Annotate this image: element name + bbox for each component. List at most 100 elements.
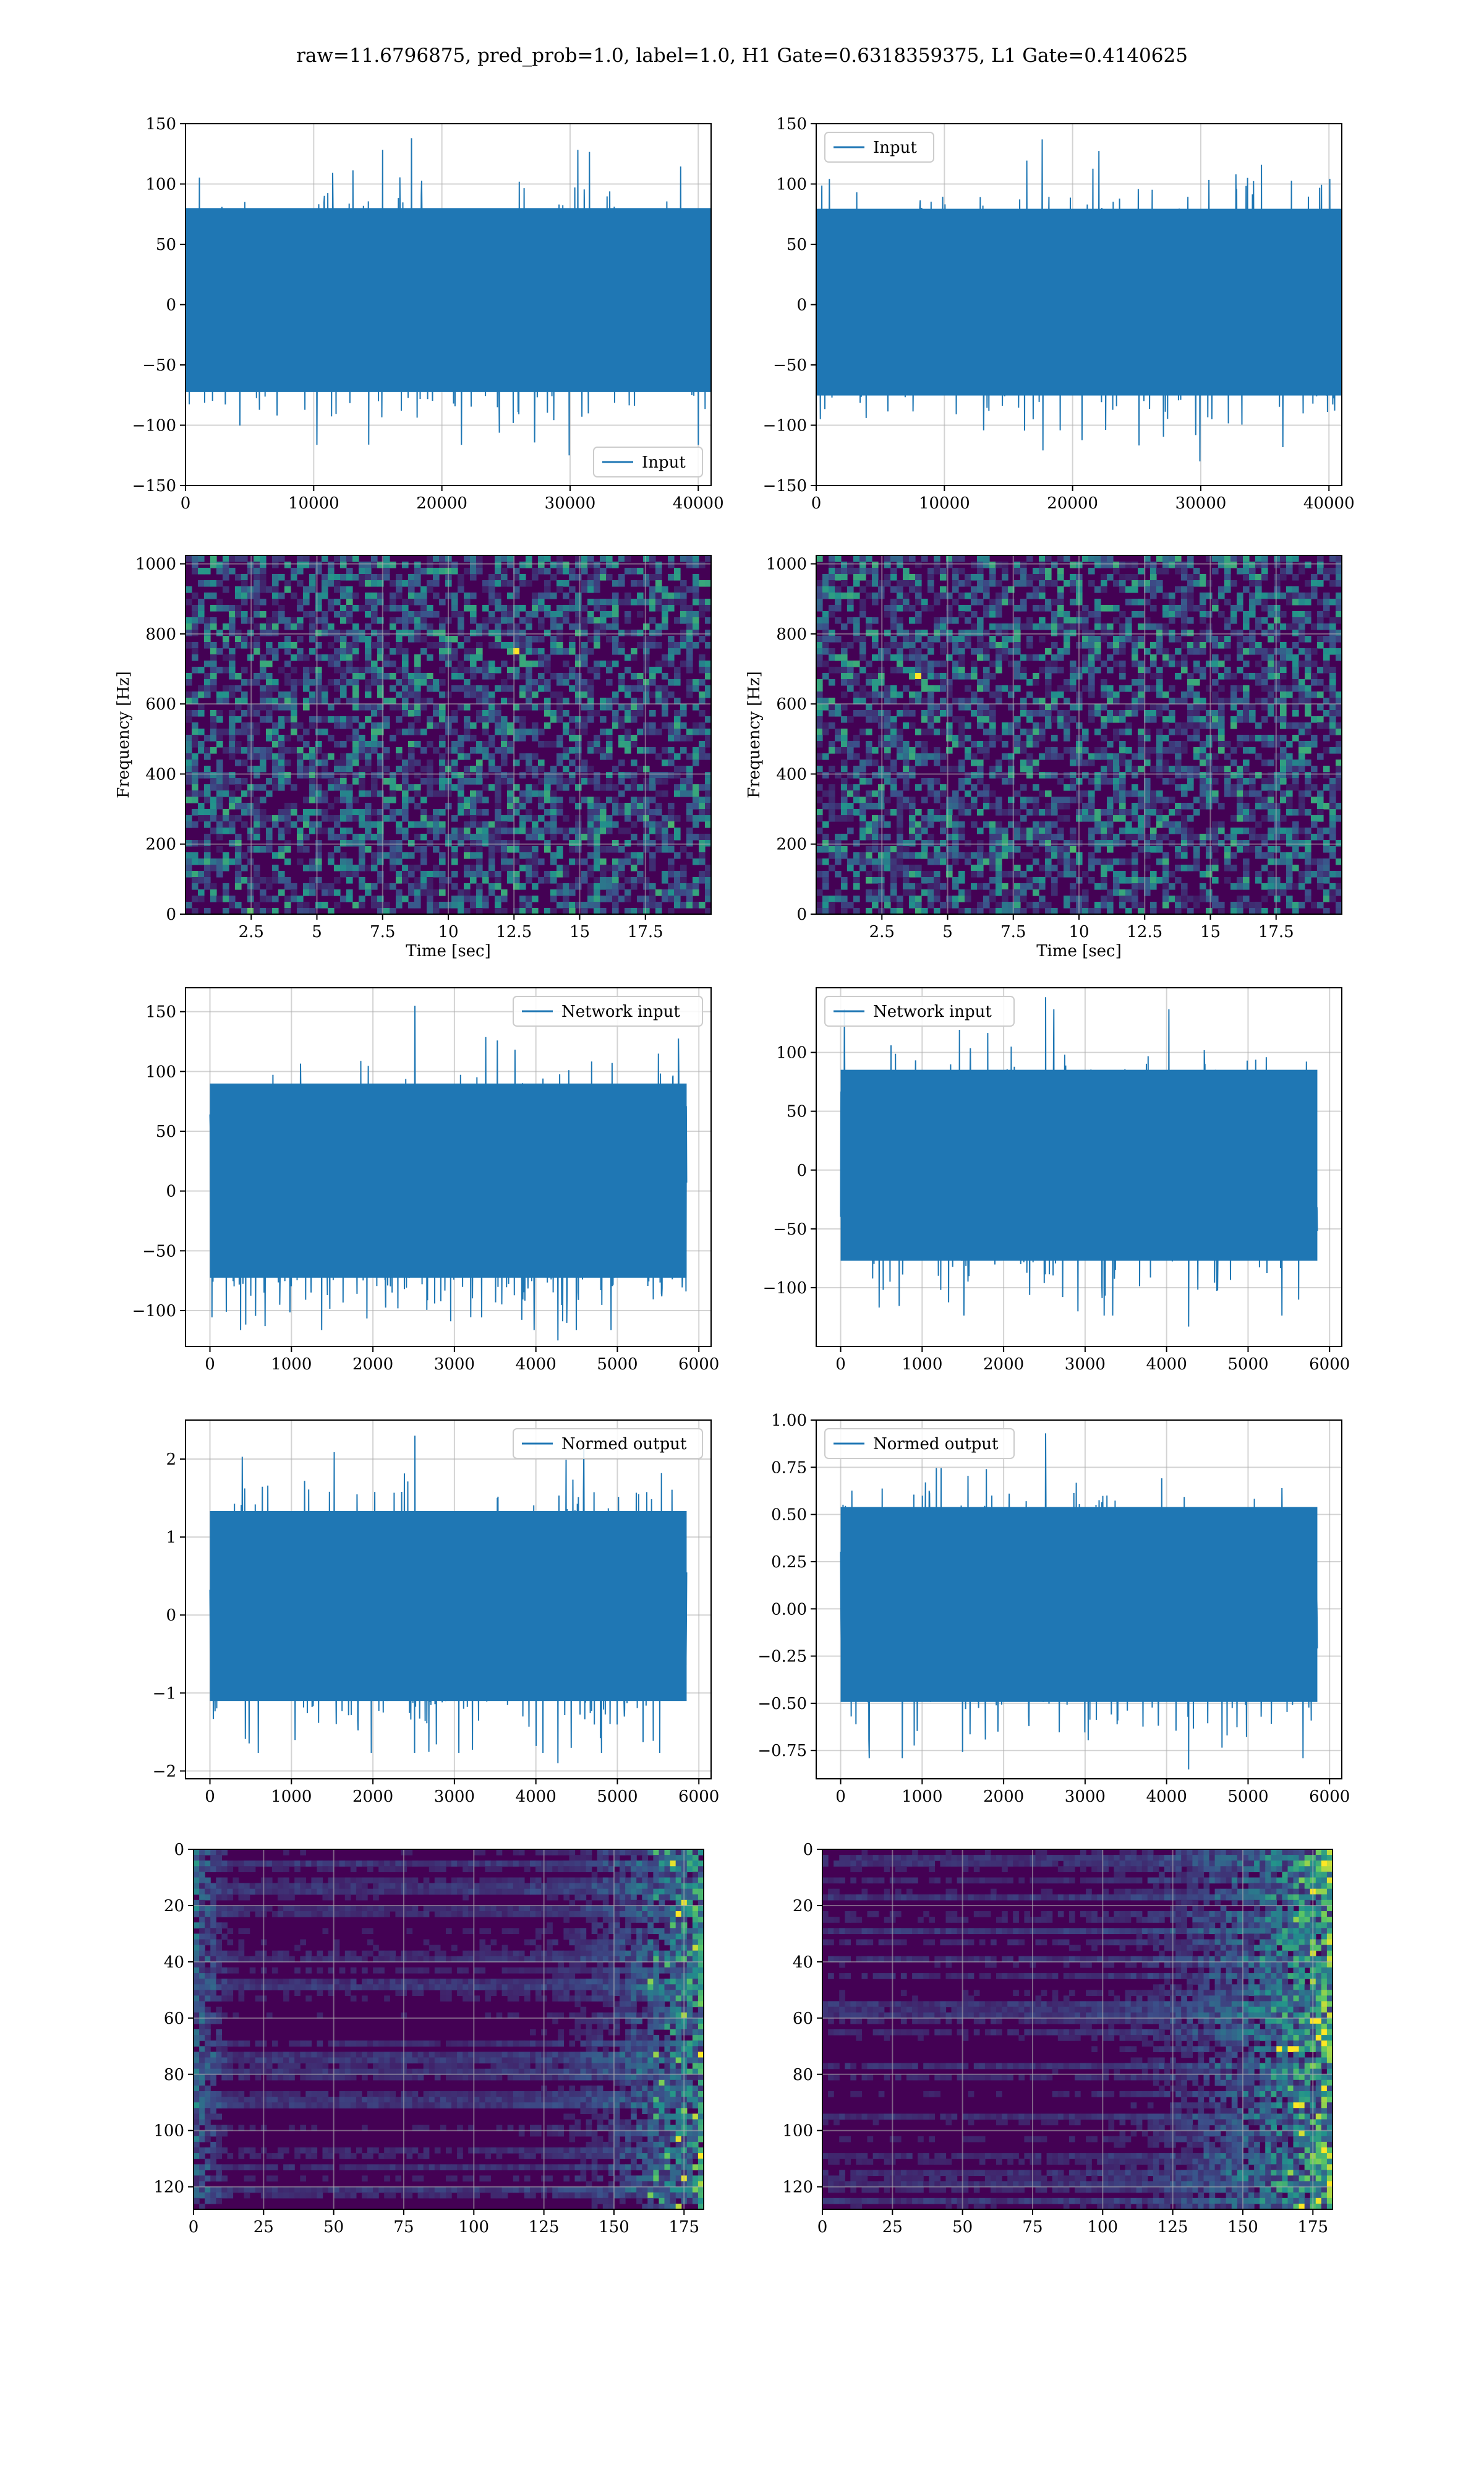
heatmap-cell bbox=[322, 580, 328, 587]
heatmap-cell bbox=[526, 642, 532, 649]
heatmap-cell bbox=[1193, 704, 1200, 711]
heatmap-cell bbox=[390, 562, 396, 568]
heatmap-cell bbox=[186, 555, 192, 562]
heatmap-cell bbox=[569, 908, 576, 915]
heatmap-cell bbox=[822, 586, 829, 593]
heatmap-cell bbox=[643, 648, 650, 655]
heatmap-cell bbox=[192, 648, 198, 655]
heatmap-cell bbox=[556, 889, 563, 896]
heatmap-cell bbox=[705, 797, 712, 803]
heatmap-cell bbox=[606, 729, 613, 735]
heatmap-cell bbox=[291, 889, 297, 896]
heatmap-cell bbox=[866, 623, 872, 630]
heatmap-cell bbox=[439, 617, 446, 624]
heatmap-cell bbox=[958, 648, 965, 655]
heatmap-cell bbox=[229, 803, 236, 810]
heatmap-cell bbox=[223, 889, 229, 896]
heatmap-cell bbox=[1311, 691, 1318, 698]
heatmap-cell bbox=[965, 753, 971, 760]
heatmap-cell bbox=[1169, 797, 1175, 803]
heatmap-cell bbox=[532, 636, 539, 643]
heatmap-cells bbox=[816, 555, 1342, 915]
heatmap-cell bbox=[1094, 784, 1101, 791]
heatmap-cell bbox=[556, 809, 563, 816]
heatmap-cell bbox=[606, 599, 613, 606]
heatmap-cell bbox=[637, 747, 644, 754]
heatmap-cell bbox=[1274, 661, 1281, 667]
heatmap-cell bbox=[284, 858, 291, 865]
heatmap-cell bbox=[581, 586, 588, 593]
heatmap-cell bbox=[322, 574, 328, 581]
heatmap-cell bbox=[1193, 722, 1200, 729]
heatmap-cell bbox=[1101, 661, 1107, 667]
heatmap-cell bbox=[192, 778, 198, 785]
heatmap-cell bbox=[612, 611, 619, 618]
heatmap-cell bbox=[1237, 766, 1243, 773]
heatmap-cell bbox=[284, 877, 291, 884]
heatmap-cell bbox=[674, 673, 681, 680]
heatmap-cell bbox=[346, 803, 353, 810]
heatmap-cell bbox=[1175, 753, 1182, 760]
heatmap-cell bbox=[495, 636, 501, 643]
heatmap-cell bbox=[643, 797, 650, 803]
heatmap-cell bbox=[1064, 716, 1070, 723]
heatmap-cell bbox=[377, 877, 384, 884]
heatmap-cell bbox=[1243, 691, 1250, 698]
heatmap-cell bbox=[958, 809, 965, 816]
heatmap-cell bbox=[649, 778, 656, 785]
heatmap-cell bbox=[909, 636, 916, 643]
heatmap-cell bbox=[822, 821, 829, 828]
heatmap-cell bbox=[458, 828, 464, 834]
heatmap-cell bbox=[909, 574, 916, 581]
heatmap-cell bbox=[556, 673, 563, 680]
heatmap-cell bbox=[1020, 815, 1027, 822]
heatmap-cell bbox=[841, 667, 848, 674]
heatmap-cell bbox=[532, 883, 539, 890]
heatmap-cell bbox=[971, 599, 978, 606]
heatmap-cell bbox=[322, 716, 328, 723]
heatmap-cell bbox=[371, 605, 378, 612]
heatmap-cell bbox=[272, 623, 279, 630]
heatmap-cell bbox=[229, 691, 236, 698]
heatmap-cell bbox=[1144, 815, 1151, 822]
heatmap-cell bbox=[1181, 741, 1188, 748]
y-tick-label: 600 bbox=[145, 695, 176, 714]
heatmap-cell bbox=[229, 568, 236, 575]
heatmap-cell bbox=[1175, 636, 1182, 643]
heatmap-cell bbox=[556, 704, 563, 711]
heatmap-cell bbox=[853, 809, 860, 816]
heatmap-cell bbox=[371, 747, 378, 754]
heatmap-cell bbox=[1243, 611, 1250, 618]
heatmap-cell bbox=[1336, 630, 1342, 636]
heatmap-cell bbox=[897, 821, 903, 828]
heatmap-cell bbox=[699, 580, 706, 587]
heatmap-cell bbox=[272, 593, 279, 599]
heatmap-cell bbox=[563, 673, 569, 680]
x-tick-label: 7.5 bbox=[370, 923, 395, 941]
heatmap-cell bbox=[328, 784, 335, 791]
heatmap-cell bbox=[223, 729, 229, 735]
heatmap-cell bbox=[872, 716, 879, 723]
heatmap-cell bbox=[1224, 555, 1231, 562]
heatmap-cell bbox=[408, 797, 415, 803]
heatmap-cell bbox=[1144, 716, 1151, 723]
heatmap-cell bbox=[501, 821, 508, 828]
heatmap-cell bbox=[1200, 599, 1206, 606]
heatmap-cell bbox=[334, 586, 341, 593]
heatmap-cell bbox=[1317, 722, 1324, 729]
heatmap-cell bbox=[1317, 562, 1324, 568]
heatmap-cell bbox=[1150, 654, 1157, 661]
heatmap-cell bbox=[1113, 617, 1120, 624]
heatmap-cell bbox=[575, 821, 582, 828]
heatmap-cell bbox=[408, 580, 415, 587]
heatmap-cell bbox=[223, 784, 229, 791]
heatmap-cell bbox=[507, 803, 514, 810]
heatmap-cell bbox=[1212, 599, 1219, 606]
heatmap-cell bbox=[1045, 623, 1052, 630]
heatmap-cell bbox=[1125, 586, 1132, 593]
heatmap-cell bbox=[1051, 599, 1058, 606]
heatmap-cell bbox=[556, 710, 563, 717]
heatmap-cell bbox=[1094, 562, 1101, 568]
heatmap-cell bbox=[971, 593, 978, 599]
heatmap-cell bbox=[1014, 685, 1021, 692]
